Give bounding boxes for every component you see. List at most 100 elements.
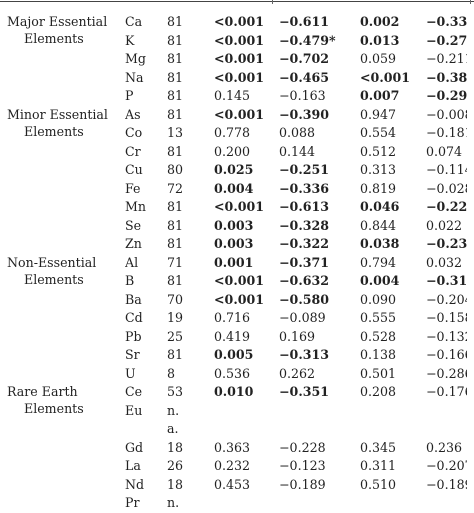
table-row: Fe 72 0.004 −0.336 0.819 −0.028 bbox=[7, 180, 467, 199]
value-p-cell: 0.003 bbox=[214, 236, 254, 251]
value-p-cell: <0.001 bbox=[214, 273, 264, 288]
value-p-cell: 0.819 bbox=[360, 180, 397, 196]
group-label: Non-Essential Elements bbox=[7, 254, 125, 291]
value-r-cell: −0.251 bbox=[279, 162, 329, 177]
value-r-cell: −0.371 bbox=[279, 254, 329, 270]
group-label-empty bbox=[7, 50, 125, 69]
value-p-cell: 0.844 bbox=[360, 217, 397, 233]
table-body: Major Essential Elements Ca 81 <0.001 −0.611 0… bbox=[7, 13, 467, 513]
value-p-cell: 0.046 bbox=[360, 199, 400, 214]
value-r-cell: −0.211 bbox=[426, 51, 467, 66]
value-r-cell: −0.613 bbox=[279, 199, 329, 214]
value-r-cell: −0.322 bbox=[279, 236, 329, 251]
value-r-cell: −0.008 bbox=[426, 106, 467, 122]
value-r-cell: −0.580 bbox=[279, 291, 329, 307]
value-r-cell: 0.169 bbox=[279, 328, 316, 344]
table-row: Cd 19 0.716 −0.089 0.555 −0.158 bbox=[7, 309, 467, 328]
value-p-cell: 0.778 bbox=[214, 125, 251, 140]
value-p-cell: 0.528 bbox=[360, 328, 397, 344]
group-label: Major Essential Elements bbox=[7, 13, 125, 50]
group-label-empty bbox=[7, 494, 125, 513]
value-p-cell: 0.232 bbox=[214, 458, 251, 473]
value-p-cell bbox=[214, 494, 279, 513]
group-label-line2: Elements bbox=[24, 31, 84, 46]
value-p-cell bbox=[360, 402, 426, 439]
group-label-line1: Major Essential bbox=[7, 14, 108, 29]
sample-count: 80 bbox=[167, 162, 184, 177]
table-row: U 8 0.536 0.262 0.501 −0.286 bbox=[7, 365, 467, 384]
value-r-cell: 0.032 bbox=[426, 254, 463, 270]
value-p-cell: <0.001 bbox=[214, 14, 264, 29]
group-label-empty bbox=[7, 180, 125, 199]
group-label-empty bbox=[7, 143, 125, 162]
value-p-cell: <0.001 bbox=[214, 291, 264, 307]
value-p-cell: 0.501 bbox=[360, 365, 397, 381]
table-row: K 81 <0.001 −0.479* 0.013 −0.276* bbox=[7, 32, 467, 51]
column-divider-tick bbox=[272, 0, 273, 4]
value-r-cell: −0.390 bbox=[279, 106, 329, 122]
value-p-cell: 0.038 bbox=[360, 236, 400, 251]
value-r-cell: −0.163 bbox=[279, 88, 326, 103]
value-r-cell: −0.158 bbox=[426, 310, 467, 325]
sample-count: 81 bbox=[167, 14, 184, 29]
value-r-cell bbox=[279, 494, 360, 513]
value-r-cell: 0.022 bbox=[426, 217, 463, 233]
group-label-empty bbox=[7, 439, 125, 458]
element-symbol: Co bbox=[125, 125, 143, 140]
value-p-cell: 0.004 bbox=[214, 180, 254, 196]
element-symbol: K bbox=[125, 32, 135, 48]
value-r-cell: −0.189 bbox=[279, 476, 326, 492]
value-r-cell: −0.207 bbox=[426, 458, 467, 473]
value-r-cell: −0.089 bbox=[279, 310, 326, 325]
element-symbol: Ca bbox=[125, 14, 143, 29]
element-symbol: Gd bbox=[125, 439, 144, 455]
element-symbol: Mg bbox=[125, 51, 146, 66]
table-row: Non-Essential Elements Al 71 0.001 −0.371 0.79… bbox=[7, 254, 467, 287]
value-r-cell: −0.028 bbox=[426, 180, 467, 196]
value-r-cell: 0.074 bbox=[426, 143, 463, 159]
value-p-cell: <0.001 bbox=[360, 69, 410, 85]
value-p-cell: 0.138 bbox=[360, 347, 397, 362]
sample-count: 81 bbox=[167, 69, 184, 85]
sample-count: 18 bbox=[167, 476, 184, 492]
value-r-cell: 0.088 bbox=[279, 125, 316, 140]
element-symbol: Fe bbox=[125, 180, 141, 196]
results-table: Major Essential Elements Ca 81 <0.001 −0.611 0… bbox=[7, 13, 467, 513]
value-r-cell: −0.189 bbox=[426, 476, 467, 492]
table-row: Eu n. a. bbox=[7, 402, 467, 439]
table-row: Ba 70 <0.001 −0.580 0.090 −0.204 bbox=[7, 291, 467, 310]
value-p-cell: <0.001 bbox=[214, 69, 264, 85]
value-p-cell: 0.510 bbox=[360, 476, 397, 492]
value-r-cell: 0.262 bbox=[279, 365, 316, 381]
value-r-cell: −0.339 bbox=[426, 14, 467, 29]
element-symbol: U bbox=[125, 365, 136, 381]
sample-count: 81 bbox=[167, 88, 184, 103]
table-row: Se 81 0.003 −0.328 0.844 0.022 bbox=[7, 217, 467, 236]
value-p-cell: 0.512 bbox=[360, 143, 397, 159]
value-p-cell: <0.001 bbox=[214, 106, 264, 122]
sample-count: 81 bbox=[167, 199, 184, 214]
value-p-cell: 0.794 bbox=[360, 254, 397, 270]
sample-count: 81 bbox=[167, 236, 184, 251]
value-p-cell: 0.003 bbox=[214, 217, 254, 233]
table-row: Major Essential Elements Ca 81 <0.001 −0.611 0… bbox=[7, 13, 467, 46]
table-row: La 26 0.232 −0.123 0.311 −0.207 bbox=[7, 457, 467, 476]
value-p-cell: 0.453 bbox=[214, 476, 251, 492]
value-p-cell: 0.536 bbox=[214, 365, 251, 381]
sample-count: 13 bbox=[167, 125, 184, 140]
value-p-cell: 0.555 bbox=[360, 310, 397, 325]
sample-count: n. bbox=[167, 495, 180, 510]
table-row: Mg 81 <0.001 −0.702 0.059 −0.211 bbox=[7, 50, 467, 69]
value-p-cell: 0.345 bbox=[360, 439, 397, 455]
table-row: P 81 0.145 −0.163 0.007 −0.298 bbox=[7, 87, 467, 106]
element-symbol: Cr bbox=[125, 143, 141, 159]
group-label-empty bbox=[7, 198, 125, 217]
value-r-cell bbox=[426, 402, 467, 439]
table-row: Co 13 0.778 0.088 0.554 −0.181 bbox=[7, 124, 467, 143]
element-symbol: Sr bbox=[125, 347, 140, 362]
group-label-empty bbox=[7, 346, 125, 365]
value-r-cell: −0.336 bbox=[279, 180, 329, 196]
sample-count: 81 bbox=[167, 106, 184, 122]
group-label-empty bbox=[7, 365, 125, 384]
value-r-cell: −0.114 bbox=[426, 162, 467, 177]
